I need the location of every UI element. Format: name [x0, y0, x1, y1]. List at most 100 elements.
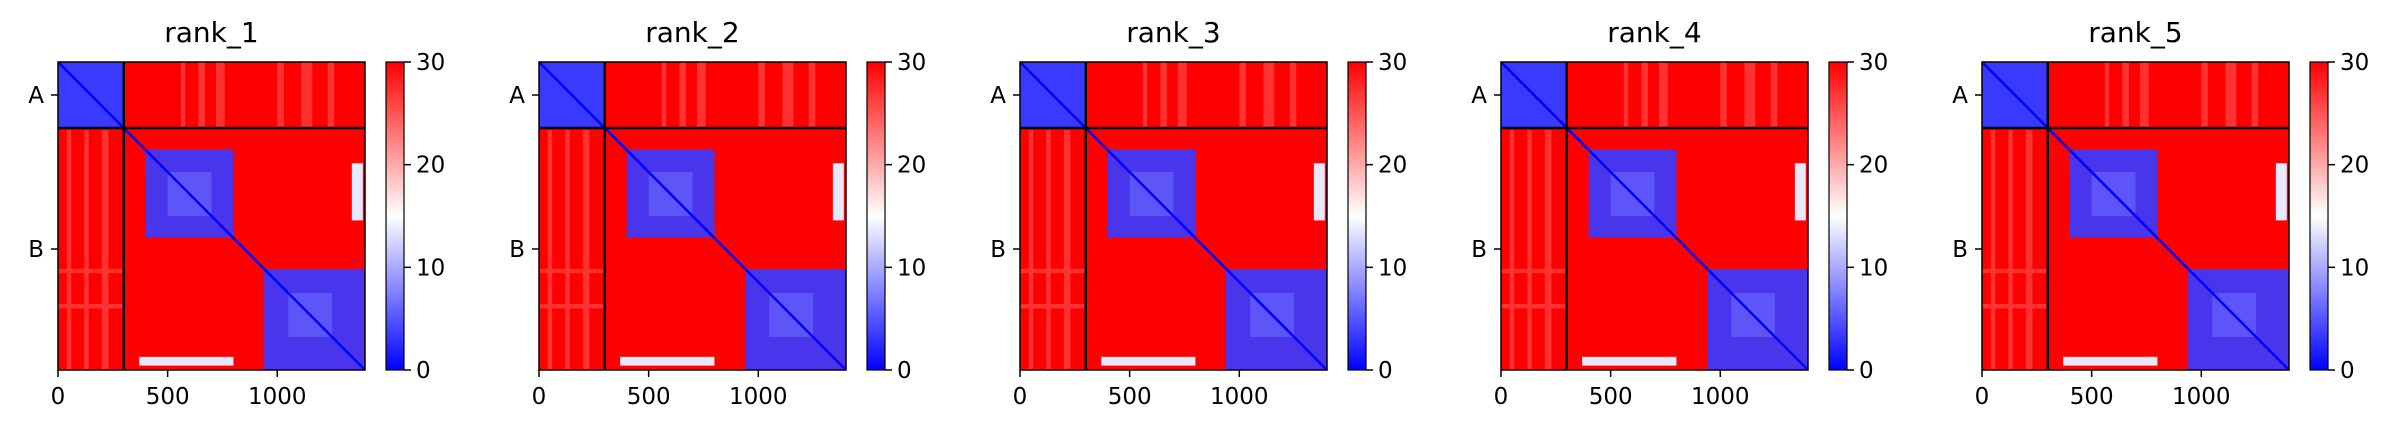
texture-band	[1142, 62, 1148, 128]
texture-band	[1509, 130, 1515, 370]
off-diagonal-contact	[1313, 163, 1325, 221]
texture-band	[66, 130, 72, 370]
texture-band	[1177, 62, 1187, 128]
off-diagonal-contact	[1794, 163, 1806, 221]
diagonal-line	[1500, 61, 1809, 371]
colorbar: 0 10 20 30	[1828, 50, 1888, 384]
texture-band	[1623, 62, 1629, 128]
plot-frame	[538, 61, 847, 371]
colorbar-tick-label: 0	[1378, 358, 1393, 384]
texture-band	[1982, 268, 2048, 274]
colorbar-tick-label: 10	[897, 255, 926, 281]
x-tick-label: 500	[627, 384, 671, 410]
x-tick-label: 500	[2070, 384, 2114, 410]
texture-band	[301, 62, 313, 128]
colorbar-tick-label: 20	[897, 153, 926, 179]
off-diagonal-contact	[832, 163, 844, 221]
texture-band	[1641, 62, 1648, 128]
y-tick-label: A	[990, 83, 1006, 109]
texture-band	[1744, 62, 1756, 128]
plot-frame	[1500, 61, 1809, 371]
texture-band	[2122, 62, 2129, 128]
texture-band	[1501, 304, 1567, 309]
x-tick-label: 1000	[1210, 384, 1269, 410]
texture-band	[84, 130, 89, 370]
texture-band	[58, 304, 124, 309]
plot-frame	[1019, 61, 1328, 371]
texture-band	[1527, 130, 1532, 370]
y-tick-label: B	[1952, 237, 1968, 263]
texture-band	[758, 62, 765, 128]
off-diagonal-contact	[2275, 163, 2287, 221]
colorbar-tick-label: 30	[416, 50, 445, 76]
colorbar: 0 10 20 30	[2309, 50, 2369, 384]
texture-band	[547, 130, 553, 370]
texture-band	[1020, 304, 1086, 309]
texture-band	[565, 130, 570, 370]
x-tick-label: 0	[1975, 384, 1990, 410]
texture-band	[539, 304, 605, 309]
texture-band	[327, 62, 335, 128]
y-tick-label: B	[990, 237, 1006, 263]
texture-band	[782, 62, 794, 128]
texture-band	[1046, 130, 1051, 370]
texture-band	[1982, 304, 2048, 309]
y-tick-label: A	[1471, 83, 1487, 109]
texture-band	[696, 62, 706, 128]
texture-band	[1289, 62, 1297, 128]
heatmap-texture	[1982, 62, 2259, 370]
x-tick-label: 0	[1013, 384, 1028, 410]
x-tick-label: 500	[1589, 384, 1633, 410]
colorbar-tick-label: 30	[897, 50, 926, 76]
diagonal-line	[57, 61, 366, 371]
texture-band	[2225, 62, 2237, 128]
texture-band	[2025, 130, 2033, 370]
colorbar-tick-label: 0	[897, 358, 912, 384]
panel-title: rank_3	[1126, 16, 1220, 49]
plot-frame	[57, 61, 366, 371]
colorbar-tick-label: 20	[1378, 153, 1407, 179]
colorbar-tick-label: 30	[1378, 50, 1407, 76]
colorbar: 0 10 20 30	[866, 50, 926, 384]
texture-band	[2201, 62, 2208, 128]
texture-band	[1020, 268, 1086, 274]
x-tick-label: 1000	[1691, 384, 1750, 410]
colorbar-tick-label: 10	[1378, 255, 1407, 281]
heatmap-texture	[1020, 62, 1297, 370]
pae-panel-1: rank_1 0 500 1000 A B 0 10 20 30	[28, 16, 445, 410]
texture-band	[808, 62, 816, 128]
texture-band	[180, 62, 186, 128]
colorbar-tick-label: 30	[2340, 50, 2369, 76]
texture-band	[661, 62, 667, 128]
texture-band	[2104, 62, 2110, 128]
colorbar-gradient	[385, 61, 405, 371]
colorbar-gradient	[866, 61, 886, 371]
pae-panel-2: rank_2 0 500 1000 A B 0 10 20 30	[509, 16, 926, 410]
colorbar-tick-label: 30	[1859, 50, 1888, 76]
texture-band	[1544, 130, 1552, 370]
colorbar-gradient	[2309, 61, 2329, 371]
colorbar-tick-label: 0	[2340, 358, 2355, 384]
texture-band	[582, 130, 590, 370]
texture-band	[1263, 62, 1275, 128]
texture-band	[1990, 130, 1996, 370]
texture-band	[539, 268, 605, 274]
off-diagonal-contact	[1101, 356, 1196, 366]
colorbar: 0 10 20 30	[1347, 50, 1407, 384]
texture-band	[198, 62, 205, 128]
texture-band	[1770, 62, 1778, 128]
colorbar-tick-label: 20	[2340, 153, 2369, 179]
y-tick-label: A	[1952, 83, 1968, 109]
colorbar-gradient	[1828, 61, 1848, 371]
diagonal-line	[1981, 61, 2290, 371]
off-diagonal-contact	[1582, 356, 1677, 366]
y-tick-label: B	[509, 237, 525, 263]
texture-band	[1658, 62, 1668, 128]
texture-band	[2139, 62, 2149, 128]
x-tick-label: 500	[1108, 384, 1152, 410]
pae-panel-5: rank_5 0 500 1000 A B 0 10 20 30	[1952, 16, 2369, 410]
off-diagonal-contact	[2063, 356, 2158, 366]
x-tick-label: 1000	[248, 384, 307, 410]
x-tick-label: 0	[532, 384, 547, 410]
